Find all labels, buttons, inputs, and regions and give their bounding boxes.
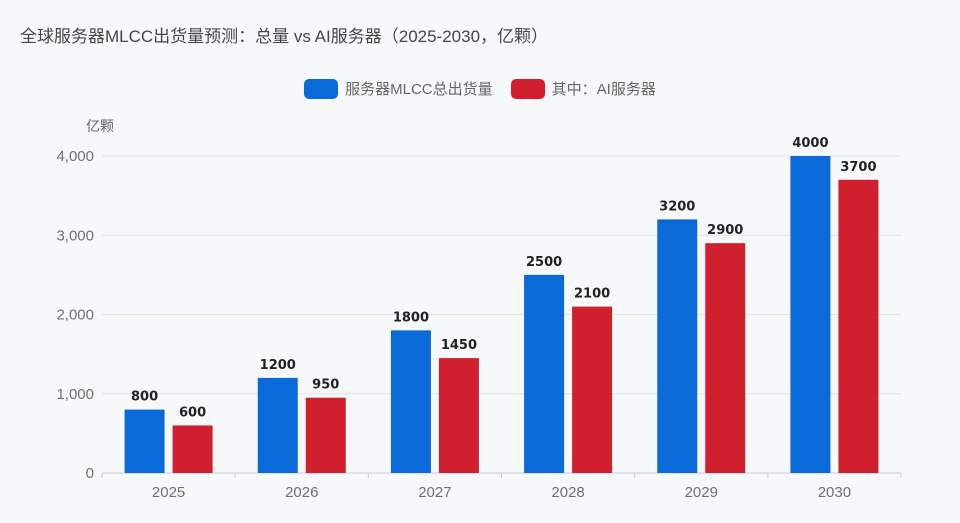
y-tick-label: 3,000: [56, 227, 94, 244]
bar-ai: [305, 397, 346, 473]
y-tick-label: 0: [86, 465, 94, 482]
data-label: 600: [179, 405, 206, 420]
x-tick-label: 2027: [418, 484, 451, 501]
bar-ai: [172, 425, 213, 473]
bar-total: [524, 274, 565, 473]
x-tick-label: 2026: [285, 484, 318, 501]
chart-title: 全球服务器MLCC出货量预测：总量 vs AI服务器（2025-2030，亿颗）: [20, 27, 549, 46]
bar-ai: [572, 306, 613, 473]
data-label: 2100: [574, 287, 610, 302]
y-axis-unit-label: 亿颗: [86, 118, 114, 134]
data-label: 1450: [441, 338, 477, 353]
x-tick-label: 2028: [551, 484, 584, 501]
bar-total: [124, 409, 165, 473]
bar-total: [390, 330, 431, 473]
data-label: 4000: [792, 136, 828, 151]
data-label: 1800: [393, 310, 429, 325]
legend-label-ai: 其中：AI服务器: [551, 81, 656, 98]
legend-item-total[interactable]: 服务器MLCC总出货量: [304, 78, 493, 99]
bar-ai: [438, 358, 479, 473]
x-tick-label: 2030: [818, 484, 851, 501]
data-label: 800: [131, 390, 158, 405]
bar-total: [657, 219, 698, 473]
legend-swatch-total: [304, 78, 339, 99]
x-tick-label: 2025: [152, 484, 185, 501]
data-label: 3700: [840, 160, 876, 175]
data-label: 2500: [526, 255, 562, 270]
y-tick-label: 2,000: [56, 307, 94, 324]
data-label: 1200: [260, 358, 296, 373]
data-label: 2900: [707, 223, 743, 238]
bar-ai: [705, 243, 746, 473]
bar-total: [257, 377, 298, 473]
data-label: 3200: [659, 199, 695, 214]
y-tick-label: 4,000: [56, 148, 94, 165]
bar-ai: [838, 179, 879, 473]
legend-label-total: 服务器MLCC总出货量: [345, 81, 493, 98]
legend-item-ai[interactable]: 其中：AI服务器: [510, 78, 656, 99]
legend-swatch-ai: [510, 78, 545, 99]
data-label: 950: [312, 378, 339, 393]
legend: 服务器MLCC总出货量 其中：AI服务器: [0, 78, 960, 99]
x-tick-label: 2029: [685, 484, 718, 501]
bar-total: [790, 156, 831, 473]
y-tick-label: 1,000: [56, 386, 94, 403]
